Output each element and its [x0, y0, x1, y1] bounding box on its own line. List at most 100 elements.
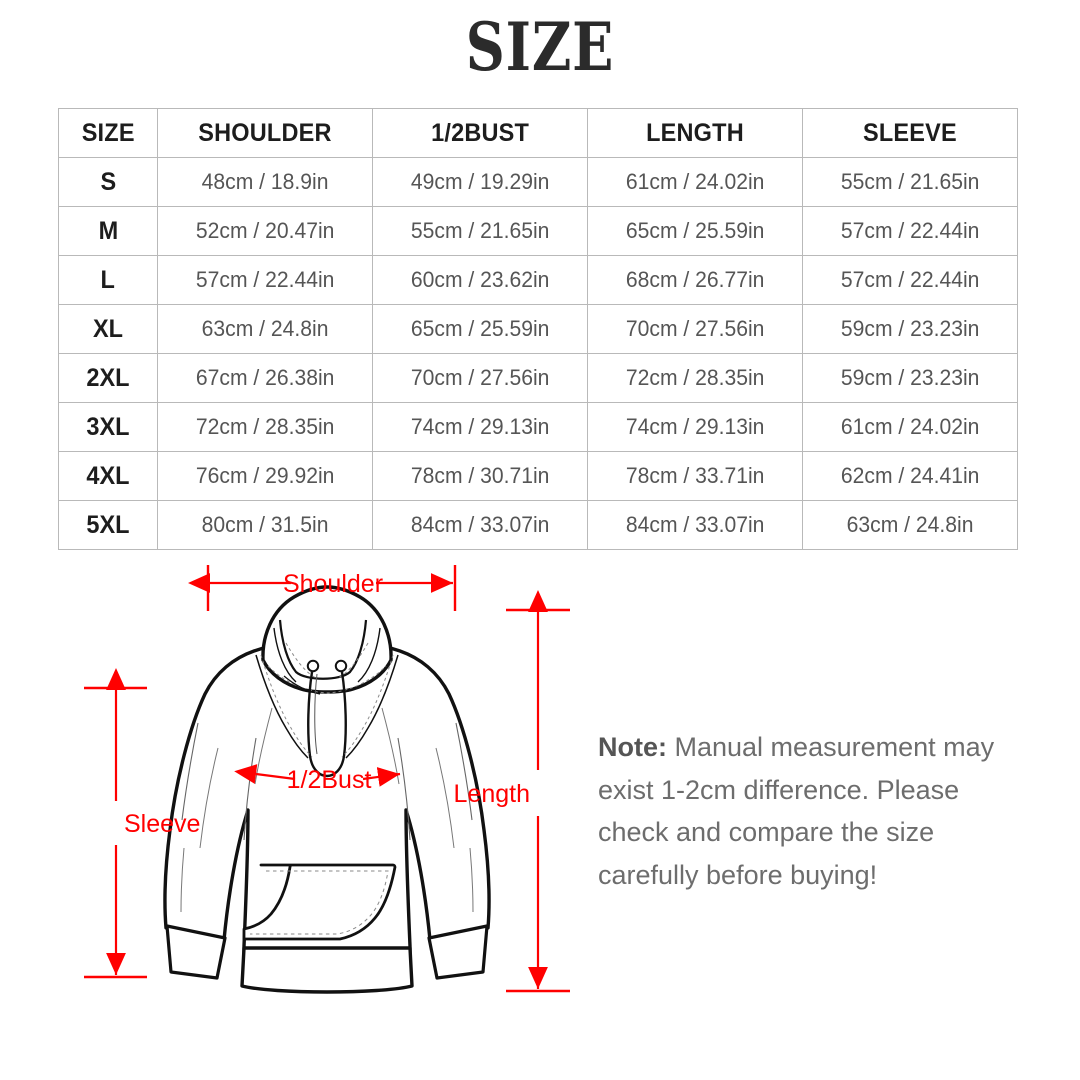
cell-size: M	[58, 206, 158, 256]
shoulder-label: Shoulder	[283, 570, 383, 598]
cell-sleeve: 59cm / 23.23in	[802, 353, 1018, 403]
hoodie-illustration	[163, 585, 491, 994]
cell-bust: 70cm / 27.56in	[372, 353, 588, 403]
table-header-row: SIZE SHOULDER 1/2BUST LENGTH SLEEVE	[58, 108, 1018, 158]
cell-shoulder: 72cm / 28.35in	[157, 402, 373, 452]
cell-size: S	[58, 157, 158, 207]
fold-sleeve-right-c	[469, 847, 474, 913]
sleeve-measurement: Sleeve	[84, 668, 200, 979]
fold-sleeve-left-b	[199, 747, 219, 849]
table-row: 4XL 76cm / 29.92in 78cm / 30.71in 78cm /…	[58, 451, 1018, 501]
raglan-seam-right	[345, 654, 399, 759]
fold-sleeve-left-a	[181, 722, 199, 821]
column-header-length: LENGTH	[587, 108, 803, 158]
fold-sleeve-left-c	[180, 847, 185, 913]
fold-sleeve-right-b	[435, 747, 455, 849]
table-row: S 48cm / 18.9in 49cm / 19.29in 61cm / 24…	[58, 157, 1018, 207]
drawstring-eyelet-left	[306, 659, 320, 673]
cell-shoulder: 48cm / 18.9in	[157, 157, 373, 207]
cell-shoulder: 57cm / 22.44in	[157, 255, 373, 305]
hood-inner-edge	[278, 619, 368, 680]
cell-size: L	[58, 255, 158, 305]
cell-length: 68cm / 26.77in	[587, 255, 803, 305]
fold-sleeve-right-a	[455, 722, 473, 821]
cell-shoulder: 76cm / 29.92in	[157, 451, 373, 501]
cell-size: 4XL	[58, 451, 158, 501]
table-row: L 57cm / 22.44in 60cm / 23.62in 68cm / 2…	[58, 255, 1018, 305]
column-header-size: SIZE	[58, 108, 158, 158]
cell-shoulder: 67cm / 26.38in	[157, 353, 373, 403]
cell-sleeve: 61cm / 24.02in	[802, 402, 1018, 452]
cell-length: 84cm / 33.07in	[587, 500, 803, 550]
hood-neck-stitch	[267, 665, 387, 694]
bust-arrow-right	[362, 767, 401, 787]
table-row: M 52cm / 20.47in 55cm / 21.65in 65cm / 2…	[58, 206, 1018, 256]
cell-sleeve: 59cm / 23.23in	[802, 304, 1018, 354]
cell-size: 5XL	[58, 500, 158, 550]
note-text: Manual measurement may exist 1-2cm diffe…	[598, 732, 995, 890]
raglan-stitch-left	[260, 654, 313, 758]
hood-stitch-right	[337, 642, 369, 679]
measurement-diagram: Shoulder 1/2Bust Length Sleeve	[58, 548, 598, 1043]
cell-size: 2XL	[58, 353, 158, 403]
bust-label: 1/2Bust	[287, 766, 372, 794]
note-label: Note:	[598, 732, 667, 762]
hem-band	[240, 946, 414, 994]
cell-shoulder: 80cm / 31.5in	[157, 500, 373, 550]
hood-stitch-left	[285, 642, 317, 679]
pocket-shape	[242, 863, 397, 941]
raglan-seam-left	[255, 654, 309, 759]
page-title: SIZE	[465, 8, 615, 86]
cell-length: 78cm / 33.71in	[587, 451, 803, 501]
fold-left-body	[243, 737, 257, 841]
cell-bust: 78cm / 30.71in	[372, 451, 588, 501]
cell-shoulder: 63cm / 24.8in	[157, 304, 373, 354]
pocket-stitch	[250, 870, 389, 935]
drawstring-eyelet-right	[334, 659, 348, 673]
cell-sleeve: 62cm / 24.41in	[802, 451, 1018, 501]
cell-bust: 60cm / 23.62in	[372, 255, 588, 305]
cuff-left	[165, 924, 227, 980]
hoodie-body	[163, 639, 491, 962]
sleeve-label: Sleeve	[124, 810, 200, 838]
drawstring-cord	[307, 671, 347, 778]
hood-drape-left	[283, 675, 321, 695]
drawstring-cord-highlight	[314, 673, 318, 755]
cell-length: 74cm / 29.13in	[587, 402, 803, 452]
fold-right-body	[397, 737, 411, 841]
cell-bust: 74cm / 29.13in	[372, 402, 588, 452]
cell-length: 65cm / 25.59in	[587, 206, 803, 256]
length-measurement: Length	[454, 590, 570, 993]
column-header-shoulder: SHOULDER	[157, 108, 373, 158]
cell-bust: 84cm / 33.07in	[372, 500, 588, 550]
cell-bust: 49cm / 19.29in	[372, 157, 588, 207]
cell-sleeve: 57cm / 22.44in	[802, 206, 1018, 256]
cell-shoulder: 52cm / 20.47in	[157, 206, 373, 256]
bust-measurement: 1/2Bust	[234, 764, 401, 794]
cell-length: 70cm / 27.56in	[587, 304, 803, 354]
cuff-right	[427, 924, 489, 980]
cell-bust: 55cm / 21.65in	[372, 206, 588, 256]
measurement-note: Note: Manual measurement may exist 1-2cm…	[598, 726, 1028, 897]
cell-sleeve: 55cm / 21.65in	[802, 157, 1018, 207]
cell-bust: 65cm / 25.59in	[372, 304, 588, 354]
length-label: Length	[454, 780, 530, 808]
table-row: 5XL 80cm / 31.5in 84cm / 33.07in 84cm / …	[58, 500, 1018, 550]
cell-length: 61cm / 24.02in	[587, 157, 803, 207]
size-chart-table: SIZE SHOULDER 1/2BUST LENGTH SLEEVE S 48…	[58, 108, 1018, 550]
cell-sleeve: 63cm / 24.8in	[802, 500, 1018, 550]
column-header-sleeve: SLEEVE	[802, 108, 1018, 158]
raglan-stitch-right	[341, 654, 394, 758]
table-row: XL 63cm / 24.8in 65cm / 25.59in 70cm / 2…	[58, 304, 1018, 354]
bust-arrow-left	[234, 764, 296, 784]
table-row: 2XL 67cm / 26.38in 70cm / 27.56in 72cm /…	[58, 353, 1018, 403]
cell-size: XL	[58, 304, 158, 354]
shoulder-measurement: Shoulder	[188, 565, 457, 611]
hood-fold-left	[273, 627, 297, 683]
cell-sleeve: 57cm / 22.44in	[802, 255, 1018, 305]
cell-length: 72cm / 28.35in	[587, 353, 803, 403]
table-row: 3XL 72cm / 28.35in 74cm / 29.13in 74cm /…	[58, 402, 1018, 452]
hood-fold-right	[357, 627, 381, 683]
column-header-bust: 1/2BUST	[372, 108, 588, 158]
cell-size: 3XL	[58, 402, 158, 452]
